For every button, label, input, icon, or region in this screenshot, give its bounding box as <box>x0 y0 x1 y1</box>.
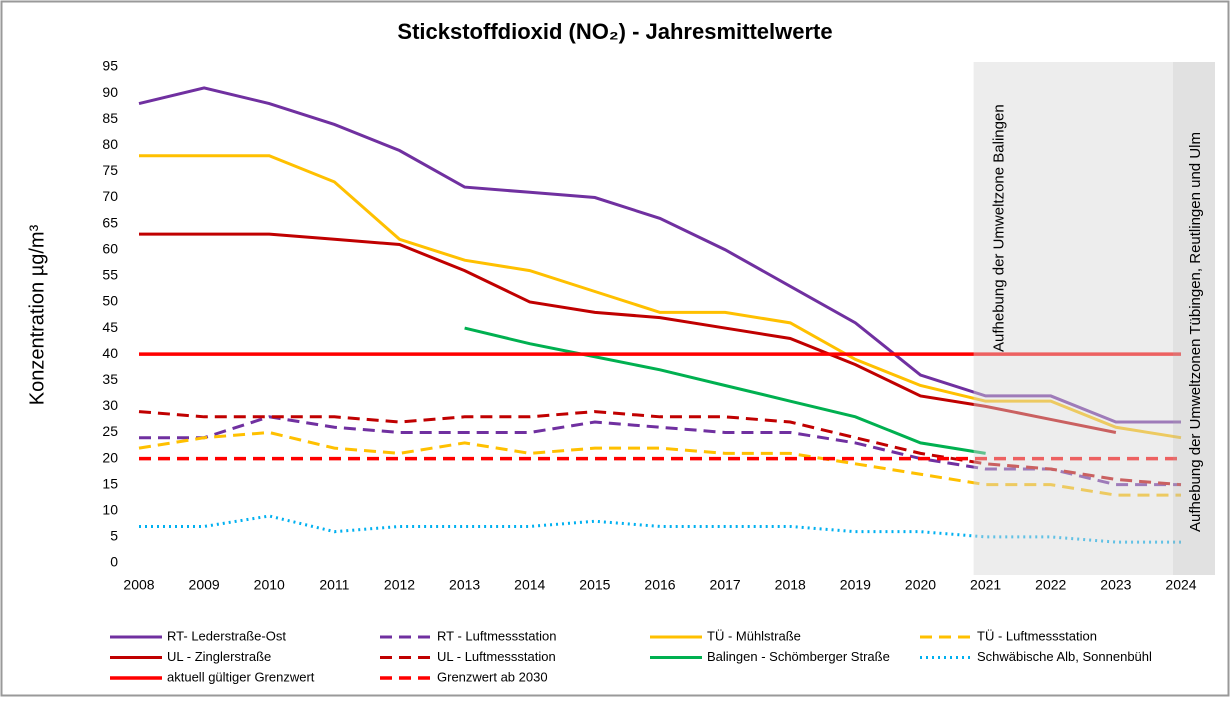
series-line <box>139 514 1181 544</box>
legend-label: TÜ - Luftmessstation <box>977 628 1097 643</box>
x-tick-label: 2012 <box>384 577 415 593</box>
y-axis-label: Konzentration µg/m³ <box>26 224 48 405</box>
x-tick-label: 2015 <box>579 577 610 593</box>
y-tick-label: 55 <box>102 267 118 283</box>
shaded-period <box>1173 62 1215 575</box>
y-tick-label: 10 <box>102 501 118 517</box>
y-tick-label: 85 <box>102 110 118 126</box>
y-tick-label: 65 <box>102 214 118 230</box>
legend-label: RT- Lederstraße-Ost <box>167 628 286 643</box>
x-tick-label: 2008 <box>123 577 154 593</box>
series-line <box>138 430 1181 497</box>
series-line <box>139 232 1117 434</box>
legend-label: TÜ - Mühlstraße <box>707 628 801 643</box>
shaded-period <box>973 62 1173 575</box>
series-line <box>139 415 1181 487</box>
x-tick-label: 2017 <box>710 577 741 593</box>
y-tick-label: 45 <box>102 319 118 335</box>
y-tick-label: 70 <box>102 188 118 204</box>
series-line <box>138 86 1181 424</box>
legend-label: Schwäbische Alb, Sonnenbühl <box>977 649 1152 664</box>
y-tick-label: 40 <box>102 345 118 361</box>
annotation: Aufhebung der Umweltzonen Tübingen, Reut… <box>1187 132 1204 532</box>
x-tick-label: 2010 <box>254 577 285 593</box>
x-tick-label: 2021 <box>970 577 1001 593</box>
legend-label: aktuell gültiger Grenzwert <box>167 669 315 684</box>
y-tick-label: 60 <box>102 240 118 256</box>
y-tick-label: 35 <box>102 371 118 387</box>
y-tick-label: 20 <box>102 449 118 465</box>
y-tick-label: 75 <box>102 162 118 178</box>
y-tick-label: 50 <box>102 293 118 309</box>
legend-label: Balingen - Schömberger Straße <box>707 649 890 664</box>
x-tick-label: 2011 <box>319 577 349 593</box>
x-tick-label: 2009 <box>189 577 220 593</box>
x-tick-label: 2022 <box>1035 577 1066 593</box>
x-tick-label: 2016 <box>644 577 675 593</box>
y-tick-label: 15 <box>102 475 118 491</box>
y-tick-label: 30 <box>102 397 118 413</box>
x-tick-label: 2014 <box>514 577 545 593</box>
series-line <box>138 410 1182 487</box>
y-tick-label: 0 <box>110 554 118 570</box>
y-tick-label: 95 <box>102 58 118 74</box>
x-tick-label: 2019 <box>840 577 871 593</box>
legend-label: RT - Luftmessstation <box>437 628 556 643</box>
chart-title: Stickstoffdioxid (NO₂) - Jahresmittelwer… <box>397 19 832 44</box>
legend-label: Grenzwert ab 2030 <box>437 669 548 684</box>
series-line <box>139 154 1182 440</box>
y-tick-label: 25 <box>102 423 118 439</box>
x-tick-label: 2013 <box>449 577 480 593</box>
x-tick-label: 2018 <box>775 577 806 593</box>
x-tick-label: 2020 <box>905 577 936 593</box>
y-tick-label: 90 <box>102 84 118 100</box>
legend-label: UL - Zinglerstraße <box>167 649 271 664</box>
legend-label: UL - Luftmessstation <box>437 649 556 664</box>
x-tick-label: 2024 <box>1165 577 1196 593</box>
series-line <box>464 326 986 455</box>
annotation: Aufhebung der Umweltzone Balingen <box>991 104 1008 352</box>
y-tick-label: 80 <box>102 136 118 152</box>
x-tick-label: 2023 <box>1100 577 1131 593</box>
y-tick-label: 5 <box>110 528 118 544</box>
